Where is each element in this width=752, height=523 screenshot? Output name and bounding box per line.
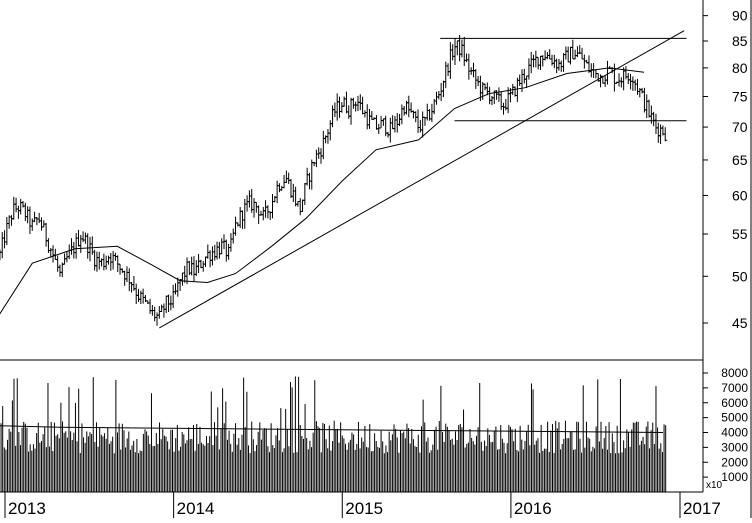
price-tick-label: 85: [732, 33, 748, 49]
volume-tick-label: 3000: [721, 440, 748, 454]
price-tick-label: 65: [732, 152, 748, 168]
rising-trendline: [159, 30, 685, 329]
volume-average-line: [0, 425, 61, 428]
time-tick-label: 2016: [514, 499, 552, 518]
time-tick-label: 2015: [345, 499, 383, 518]
volume-tick-label: 2000: [721, 455, 748, 469]
time-tick-label: 2014: [177, 499, 215, 518]
price-ohlc-bars: [0, 35, 668, 326]
volume-tick-label: 1000: [721, 470, 748, 484]
price-tick-label: 60: [732, 187, 748, 203]
price-tick-label: 50: [732, 268, 748, 284]
moving-average-line: [0, 67, 645, 315]
price-tick-label: 70: [732, 119, 748, 135]
volume-tick-label: 6000: [721, 396, 748, 410]
volume-tick-label: 7000: [721, 381, 748, 395]
price-tick-label: 55: [732, 226, 748, 242]
overlay-lines: [0, 30, 687, 329]
volume-average-line: [59, 426, 664, 433]
price-tick-label: 75: [732, 88, 748, 104]
price-axis-ticks: 45 50 55 60 65 70 75 80 85 90: [703, 8, 748, 331]
time-tick-label: 2013: [8, 499, 46, 518]
time-axis-ticks: 2013 2014 2015 2016 2017: [4, 492, 721, 518]
volume-multiplier-label: x10: [706, 480, 723, 491]
volume-tick-label: 4000: [721, 426, 748, 440]
volume-tick-label: 5000: [721, 411, 748, 425]
price-tick-label: 90: [732, 8, 748, 24]
volume-bars: [0, 376, 667, 492]
volume-tick-label: 8000: [721, 366, 748, 380]
price-tick-label: 80: [732, 60, 748, 76]
time-tick-label: 2017: [683, 499, 721, 518]
price-tick-label: 45: [732, 315, 748, 331]
